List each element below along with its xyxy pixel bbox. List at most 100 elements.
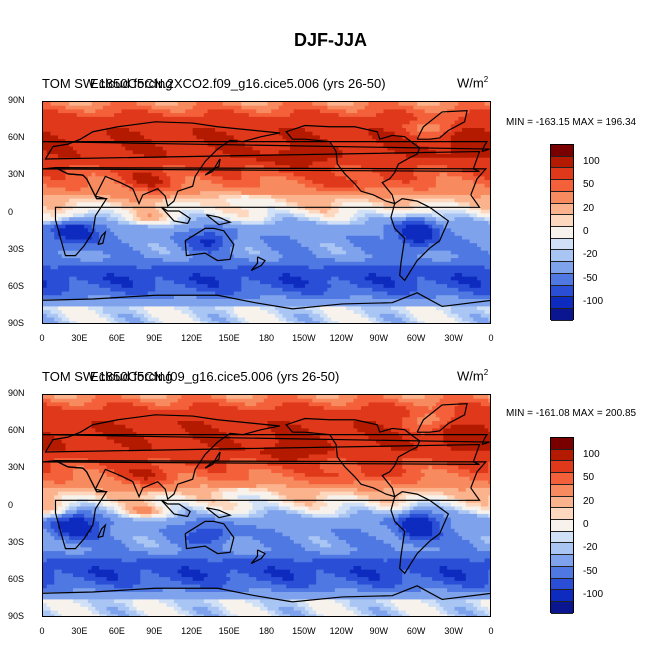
colorbar-swatch <box>551 590 573 603</box>
colorbar-swatch <box>551 496 573 509</box>
coastline <box>97 523 107 539</box>
colorbar-label: 20 <box>583 495 595 507</box>
lon-tick-label: 150W <box>292 333 316 343</box>
coastline <box>206 507 233 519</box>
colorbar-swatch <box>551 449 573 462</box>
colorbar-label: -100 <box>583 589 604 601</box>
colorbar-swatch <box>551 297 573 310</box>
panel-title: TOM SW cloud forcing E1850C5CN.f09_g16.c… <box>42 369 339 384</box>
lon-tick-label: 150E <box>218 626 240 636</box>
map-plot <box>42 394 491 617</box>
lon-tick-label: 0 <box>488 333 494 343</box>
colorbar-swatch <box>551 438 573 450</box>
lon-tick-label: 0 <box>39 333 45 343</box>
colorbar-swatch <box>551 191 573 204</box>
lat-tick-label: 60S <box>8 280 25 291</box>
coastline <box>285 417 421 498</box>
lat-tick-label: 60S <box>8 573 25 584</box>
coastline <box>204 158 221 176</box>
colorbar-label: -50 <box>583 272 598 284</box>
coastline <box>416 110 468 140</box>
colorbar-swatch <box>551 543 573 556</box>
coastline <box>184 227 235 262</box>
panel-variable-title: TOM SW cloud forcing <box>42 369 173 384</box>
colorbar-label: -50 <box>583 565 598 577</box>
panel-title: TOM SW cloud forcing E1850C5CN.2XCO2.f09… <box>42 76 386 91</box>
coastline <box>206 214 233 226</box>
colorbar-label: 0 <box>583 226 589 237</box>
colorbar-label: 100 <box>583 448 600 460</box>
colorbar-swatch <box>551 578 573 591</box>
colorbar-swatch <box>551 520 573 532</box>
lon-tick-label: 120W <box>329 626 354 636</box>
map-panel-control: TOM SW cloud forcing E1850C5CN.f09_g16.c… <box>0 363 661 655</box>
lat-tick-label: 30N <box>8 462 25 473</box>
colorbar-label: -100 <box>583 296 604 308</box>
colorbar-swatch <box>551 215 573 228</box>
coastline <box>54 167 488 257</box>
colorbar-swatch <box>551 227 573 239</box>
lon-tick-label: 180 <box>258 333 275 343</box>
colorbar-swatch <box>551 203 573 216</box>
coastline <box>54 460 488 550</box>
lat-tick-label: 30S <box>8 536 25 547</box>
colorbar-swatch <box>551 484 573 497</box>
lon-tick-label: 0 <box>39 626 45 636</box>
panel-variable-title: TOM SW cloud forcing <box>42 76 173 91</box>
lon-tick-label: 60W <box>406 333 426 343</box>
colorbar-swatch <box>551 273 573 286</box>
lat-tick-label: 90N <box>8 388 25 398</box>
lon-tick-label: 150E <box>218 333 240 343</box>
lat-tick-label: 60N <box>8 425 25 436</box>
lon-tick-label: 120W <box>329 333 354 343</box>
lat-tick-label: 30N <box>8 169 25 180</box>
coastline <box>250 256 266 272</box>
lon-tick-label: 60E <box>108 333 125 343</box>
coastline <box>250 549 266 565</box>
colorbar-swatch <box>551 566 573 579</box>
lon-tick-label: 120E <box>181 333 203 343</box>
panel-case-title: E1850C5CN.2XCO2.f09_g16.cice5.006 (yrs 2… <box>90 76 386 91</box>
lon-tick-label: 60W <box>406 626 426 636</box>
coastline <box>390 491 450 575</box>
coastline <box>184 520 235 555</box>
colorbar-swatch <box>551 285 573 298</box>
colorbar-swatch <box>551 262 573 274</box>
lon-tick-label: 30W <box>444 333 463 343</box>
lon-tick-label: 90W <box>369 333 389 343</box>
lat-tick-label: 90S <box>8 318 25 328</box>
colorbar-label: 50 <box>583 179 595 191</box>
colorbar-swatch <box>551 461 573 474</box>
coastline <box>204 451 221 469</box>
lat-tick-label: 90S <box>8 611 25 621</box>
colorbar-label: 100 <box>583 155 600 167</box>
colorbar-swatch <box>551 531 573 544</box>
colorbar-label: 20 <box>583 202 595 214</box>
coastline <box>43 585 490 603</box>
min-max-label: MIN = -161.08 MAX = 200.85 <box>506 408 637 419</box>
lon-tick-label: 180 <box>258 626 275 636</box>
coastline <box>161 499 191 518</box>
coastline <box>43 292 490 310</box>
lat-tick-label: 0 <box>8 206 14 217</box>
colorbar-swatch <box>551 168 573 181</box>
coastline <box>97 230 107 246</box>
min-max-label: MIN = -163.15 MAX = 196.34 <box>506 117 637 128</box>
lat-tick-label: 0 <box>8 499 14 510</box>
colorbar-swatch <box>551 250 573 263</box>
coastline <box>43 434 490 446</box>
colorbar-swatch <box>551 508 573 521</box>
colorbar <box>550 437 574 614</box>
colorbar-swatch <box>551 156 573 169</box>
colorbar-swatch <box>551 145 573 157</box>
colorbar-label: 50 <box>583 472 595 484</box>
coastline <box>161 206 191 225</box>
map-panel-2xco2: TOM SW cloud forcing E1850C5CN.2XCO2.f09… <box>0 70 661 362</box>
colorbar-label: -20 <box>583 249 598 261</box>
lon-tick-label: 30E <box>71 333 88 343</box>
lon-tick-label: 30E <box>71 626 88 636</box>
lat-tick-label: 30S <box>8 243 25 254</box>
colorbar-swatch <box>551 555 573 567</box>
colorbar <box>550 144 574 321</box>
lat-tick-label: 60N <box>8 132 25 143</box>
